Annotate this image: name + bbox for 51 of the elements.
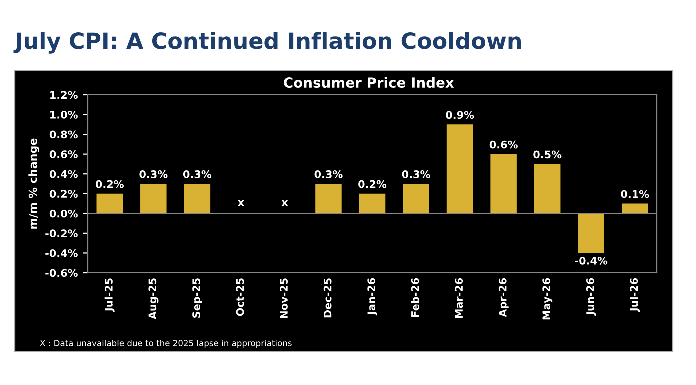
bar — [140, 184, 167, 214]
y-tick-label: 0.0% — [50, 210, 78, 218]
text: X : Data unavailable due to the 2025 lapse in appropriations — [40, 340, 292, 348]
x-tick-label: Dec-25 — [324, 278, 332, 318]
x-tick-label: May-26 — [542, 278, 553, 320]
data-label: 0.2% — [96, 180, 124, 188]
bar — [534, 164, 561, 214]
x-tick-label: Oct-25 — [236, 278, 244, 316]
x-tick-label: Jul-26 — [630, 278, 640, 312]
x-tick-label: Jul-25 — [104, 278, 115, 312]
y-tick-label: 0.6% — [50, 150, 78, 158]
y-tick-label: -0.4% — [46, 249, 78, 258]
bar — [622, 204, 648, 214]
chart-title: July CPI: A Continued Inflation Cooldown — [14, 32, 522, 54]
data-label: 0.1% — [621, 190, 650, 198]
bar — [316, 184, 342, 214]
data-label: 0.5% — [534, 150, 562, 159]
x-tick-label: Jun-26 — [586, 278, 596, 316]
y-tick-label: 0.2% — [50, 190, 78, 198]
y-tick-label: 0.8% — [50, 130, 78, 139]
bar — [96, 194, 124, 214]
x-tick-label: Jan-26 — [368, 278, 378, 316]
data-label: 0.9% — [446, 111, 474, 120]
y-tick-label: -0.2% — [46, 230, 78, 238]
data-label: 0.6% — [490, 140, 518, 149]
chart-subtitle: Consumer Price Index — [284, 77, 454, 88]
data-label: -0.4% — [575, 256, 608, 265]
bar — [403, 184, 430, 214]
x-tick-label: Feb-26 — [411, 278, 420, 317]
data-label: 0.2% — [358, 180, 387, 188]
y-tick-label: 1.0% — [50, 111, 78, 119]
data-label: 0.3% — [402, 170, 430, 178]
data-label: 0.3% — [140, 170, 168, 178]
y-tick-label: 0.4% — [50, 170, 78, 178]
bar — [446, 124, 474, 214]
bar — [359, 194, 386, 214]
y-axis-title: m/m % change — [28, 138, 40, 229]
bar — [490, 154, 517, 214]
x-tick-label: Sep-25 — [192, 278, 202, 318]
data-label: 0.3% — [314, 170, 343, 178]
x-tick-label: Mar-26 — [455, 278, 464, 318]
text: x — [238, 200, 244, 206]
bar — [184, 184, 211, 214]
x-tick-label: Apr-26 — [498, 278, 509, 318]
y-tick-label: -0.6% — [46, 269, 78, 278]
x-tick-label: Aug-25 — [148, 278, 159, 320]
y-tick-label: 1.2% — [50, 91, 78, 100]
bar — [578, 214, 604, 254]
data-label: 0.3% — [183, 170, 212, 178]
text: x — [282, 200, 288, 206]
x-tick-label: Nov-25 — [280, 278, 288, 318]
